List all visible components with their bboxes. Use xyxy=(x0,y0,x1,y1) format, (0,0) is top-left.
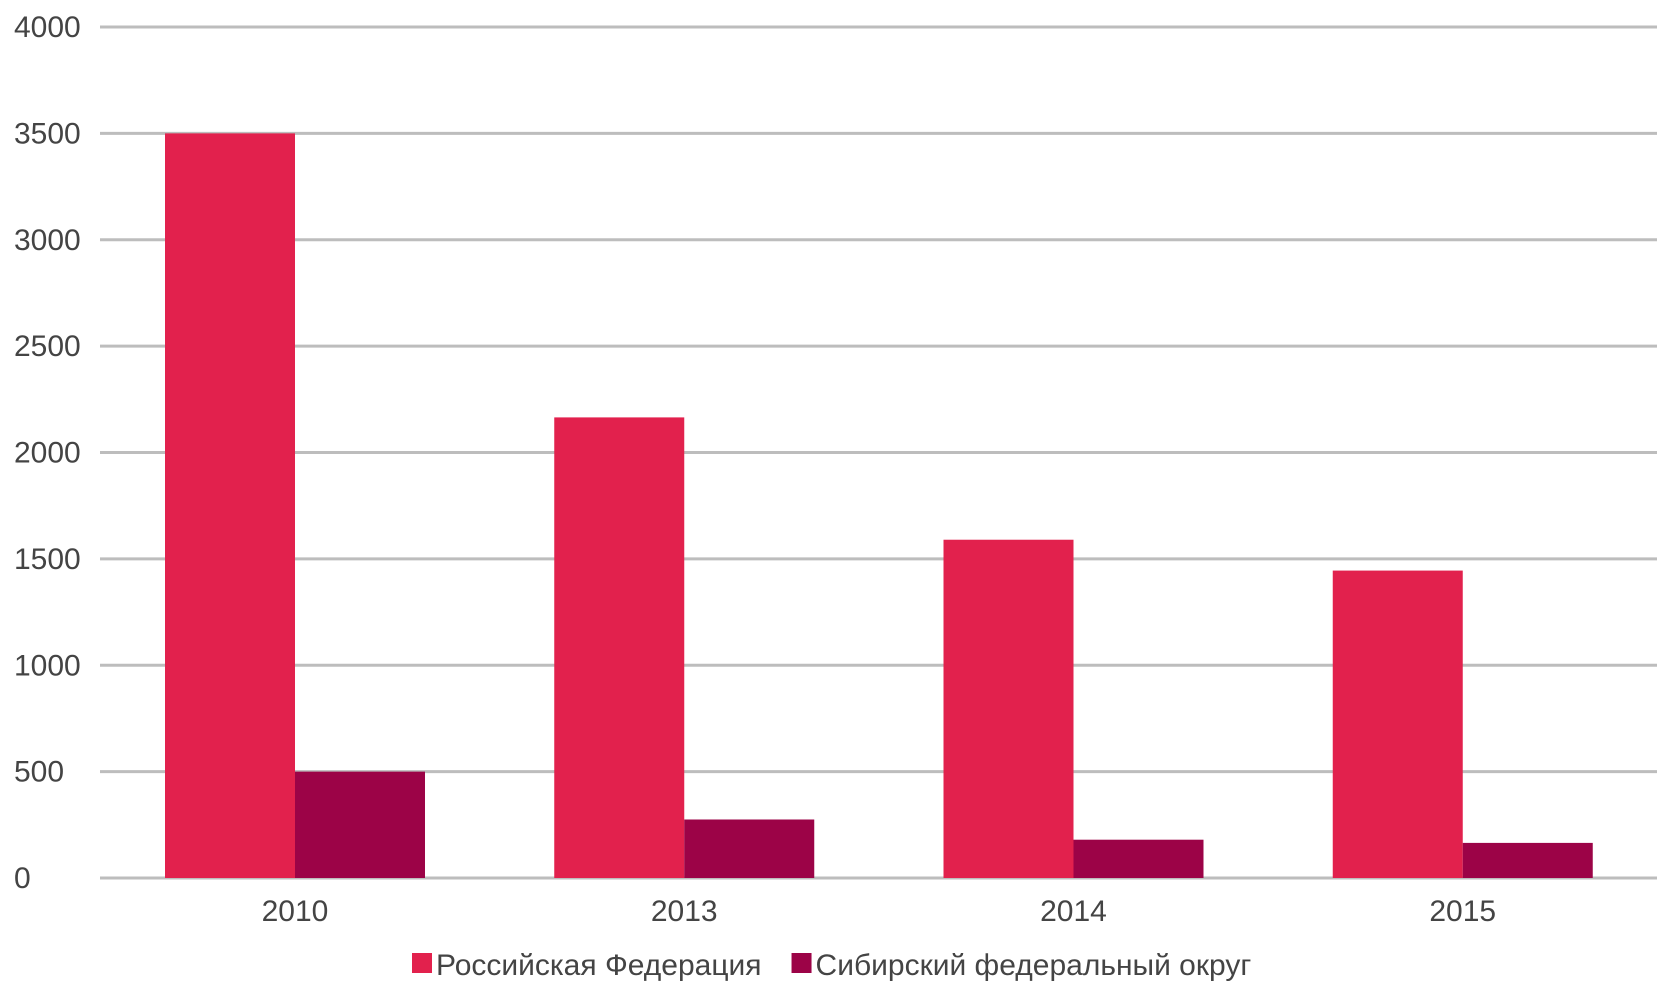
y-tick-label: 4000 xyxy=(14,11,81,44)
legend-label: Сибирский федеральный округ xyxy=(816,949,1252,982)
y-tick-label: 3500 xyxy=(14,117,81,150)
x-tick-label: 2013 xyxy=(651,895,718,928)
y-tick-label: 2000 xyxy=(14,437,81,470)
x-tick-label: 2015 xyxy=(1429,895,1496,928)
y-tick-label: 0 xyxy=(14,862,31,895)
bar-russian-federation-2010 xyxy=(165,133,295,878)
y-axis-ticks: 0 500 1000 1500 2000 2500 3000 3500 4000 xyxy=(14,11,81,895)
x-tick-label: 2010 xyxy=(262,895,329,928)
y-tick-label: 3000 xyxy=(14,224,81,257)
legend-swatch xyxy=(412,953,432,973)
bar-russian-federation-2014 xyxy=(943,539,1074,878)
y-tick-label: 1000 xyxy=(14,649,81,682)
y-tick-label: 500 xyxy=(14,756,64,789)
y-tick-label: 2500 xyxy=(14,330,81,363)
bar-siberian-district-2010 xyxy=(295,771,425,878)
legend-swatch xyxy=(791,953,812,973)
x-tick-label: 2014 xyxy=(1040,895,1107,928)
bar-siberian-district-2013 xyxy=(684,819,815,878)
bar-siberian-district-2014 xyxy=(1073,839,1204,878)
bars xyxy=(165,133,1593,878)
legend: Российская Федерация Сибирский федеральны… xyxy=(412,949,1251,982)
bar-russian-federation-2013 xyxy=(554,417,685,878)
bar-siberian-district-2015 xyxy=(1462,842,1593,878)
x-axis-ticks: 2010 2013 2014 2015 xyxy=(262,895,1497,928)
legend-label: Российская Федерация xyxy=(436,949,762,982)
bar-russian-federation-2015 xyxy=(1332,570,1463,878)
y-tick-label: 1500 xyxy=(14,543,81,576)
